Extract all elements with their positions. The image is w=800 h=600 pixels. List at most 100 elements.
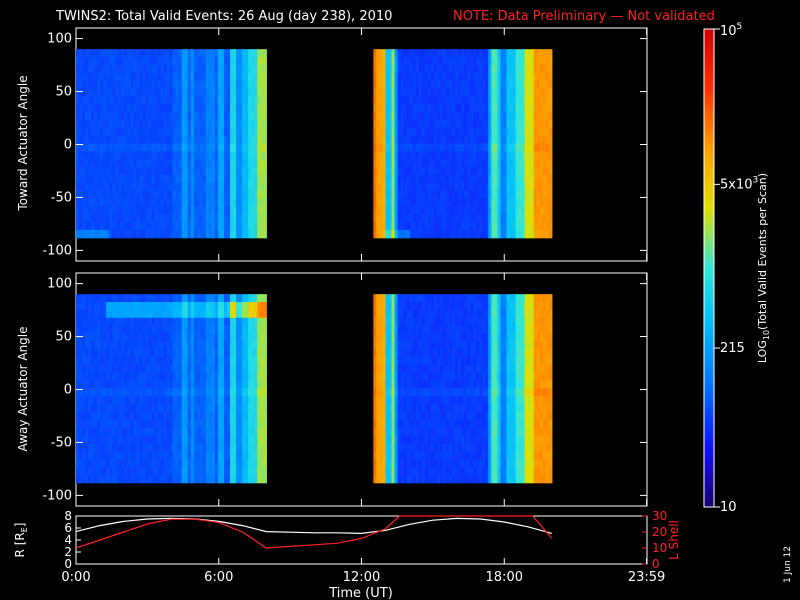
heatmap-cell: [79, 427, 83, 437]
heatmap-cell: [127, 412, 131, 421]
heatmap-cell: [112, 80, 116, 90]
heatmap-cell: [467, 96, 471, 105]
heatmap-cell: [521, 112, 526, 121]
heatmap-cell: [260, 104, 264, 113]
heatmap-cell: [251, 451, 255, 460]
heatmap-cell: [424, 221, 429, 231]
heatmap-cell: [211, 206, 216, 215]
heatmap-cell: [202, 435, 207, 445]
heatmap-cell: [184, 112, 189, 121]
heatmap-cell: [163, 302, 168, 311]
heatmap-cell: [421, 349, 426, 358]
heatmap-cell: [103, 451, 107, 460]
heatmap-cell: [148, 72, 153, 82]
heatmap-cell: [497, 49, 502, 58]
heatmap-cell: [85, 309, 89, 319]
heatmap-cell: [160, 404, 165, 413]
heatmap-cell: [236, 127, 240, 137]
heatmap-cell: [148, 419, 153, 429]
heatmap-cell: [115, 341, 119, 350]
heatmap-cell: [109, 64, 113, 74]
heatmap-cell: [181, 419, 186, 429]
heatmap-cell: [205, 333, 210, 342]
heatmap-cell: [418, 96, 423, 105]
heatmap-cell: [133, 380, 138, 390]
heatmap-cell: [373, 127, 378, 137]
heatmap-cell: [418, 412, 423, 421]
heatmap-cell: [190, 96, 195, 105]
heatmap-cell: [442, 88, 447, 97]
heatmap-cell: [397, 96, 402, 105]
heatmap-cell: [145, 127, 150, 137]
heatmap-cell: [542, 206, 547, 215]
heatmap-cell: [175, 72, 180, 82]
heatmap-cell: [245, 104, 249, 113]
heatmap-cell: [382, 190, 387, 200]
heatmap-cell: [169, 459, 174, 468]
heatmap-cell: [172, 388, 177, 397]
heatmap-cell: [254, 190, 258, 200]
heatmap-cell: [518, 206, 523, 215]
heatmap-cell: [509, 206, 514, 215]
heatmap-cell: [166, 64, 171, 74]
heatmap-cell: [251, 294, 255, 303]
heatmap-cell: [112, 64, 116, 74]
heatmap-cell: [224, 404, 228, 413]
heatmap-cell: [118, 127, 122, 137]
heatmap-cell: [415, 364, 420, 374]
heatmap-cell: [245, 159, 249, 168]
heatmap-cell: [193, 57, 198, 66]
heatmap-cell: [151, 57, 156, 66]
heatmap-cell: [491, 72, 495, 82]
heatmap-cell: [530, 190, 535, 200]
heatmap-cell: [178, 412, 183, 421]
heatmap-cell: [503, 88, 508, 97]
heatmap-cell: [464, 182, 468, 192]
heatmap-cell: [184, 174, 189, 184]
heatmap-cell: [236, 229, 240, 239]
heatmap-cell: [154, 380, 159, 390]
heatmap-cell: [224, 357, 228, 366]
heatmap-cell: [421, 325, 426, 335]
heatmap-cell: [427, 333, 432, 342]
heatmap-cell: [245, 190, 249, 200]
heatmap-cell: [205, 302, 210, 311]
heatmap-cell: [233, 64, 237, 74]
heatmap-cell: [94, 294, 98, 303]
heatmap-cell: [412, 182, 417, 192]
heatmap-cell: [233, 143, 237, 152]
heatmap-cell: [106, 143, 110, 152]
heatmap-cell: [76, 182, 80, 192]
heatmap-cell: [227, 349, 231, 358]
heatmap-cell: [196, 294, 201, 303]
heatmap-cell: [127, 182, 131, 192]
heatmap-cell: [187, 325, 192, 335]
heatmap-cell: [88, 404, 92, 413]
heatmap-cell: [373, 96, 378, 105]
heatmap-cell: [430, 380, 435, 390]
heatmap-cell: [227, 221, 231, 231]
heatmap-cell: [103, 341, 107, 350]
heatmap-cell: [190, 341, 195, 350]
heatmap-cell: [154, 112, 159, 121]
heatmap-cell: [473, 221, 477, 231]
heatmap-cell: [251, 198, 255, 207]
heatmap-cell: [169, 104, 174, 113]
heatmap-cell: [373, 443, 378, 452]
heatmap-cell: [382, 57, 387, 66]
heatmap-cell: [121, 151, 125, 160]
heatmap-cell: [118, 333, 122, 342]
heatmap-cell: [245, 198, 249, 207]
heatmap-cell: [157, 443, 162, 452]
heatmap-cell: [190, 80, 195, 90]
heatmap-cell: [245, 333, 249, 342]
heatmap-cell: [121, 174, 125, 184]
heatmap-cell: [254, 294, 258, 303]
heatmap-cell: [515, 167, 520, 176]
heatmap-cell: [418, 443, 423, 452]
heatmap-cell: [512, 64, 517, 74]
heatmap-cell: [82, 104, 86, 113]
heatmap-cell: [199, 412, 204, 421]
heatmap-cell: [151, 474, 156, 484]
heatmap-cell: [160, 221, 165, 231]
